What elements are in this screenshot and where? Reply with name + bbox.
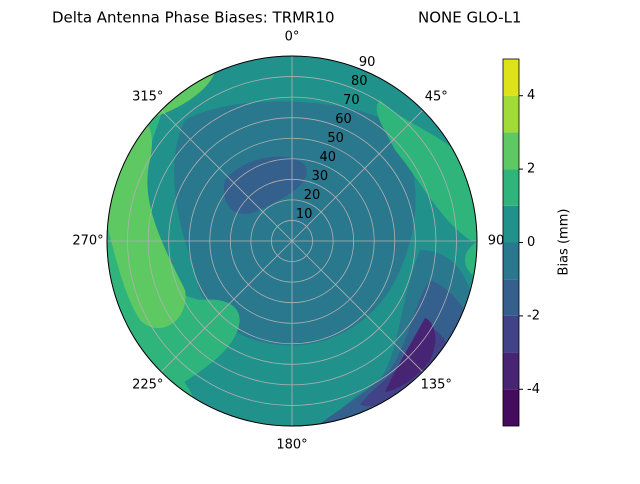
contour-region	[376, 100, 477, 242]
r-tick-label: 10	[296, 207, 313, 222]
theta-tick-label: 270°	[72, 234, 103, 249]
colorbar-tick-label: -2	[527, 308, 540, 323]
theta-tick-label: 90	[488, 234, 505, 249]
colorbar-label: Bias (mm)	[557, 209, 572, 276]
r-tick-label: 20	[304, 188, 321, 203]
contour-region	[174, 101, 416, 346]
colorbar-tick-label: 2	[527, 162, 535, 177]
theta-tick-label: 45°	[425, 89, 448, 104]
colorbar-band	[503, 242, 519, 280]
polar-frame	[106, 55, 478, 427]
theta-tick-label: 135°	[421, 378, 452, 393]
grid-spoke	[291, 109, 424, 242]
r-tick-label: 60	[335, 112, 352, 127]
r-tick-label: 90	[359, 55, 376, 70]
r-tick-label: 80	[351, 74, 368, 89]
colorbar-band	[503, 352, 519, 390]
chart-title: Delta Antenna Phase Biases: TRMR10	[52, 9, 335, 27]
theta-tick-label: 315°	[132, 89, 163, 104]
r-tick-label: 50	[327, 131, 344, 146]
colorbar-band	[503, 315, 519, 353]
r-tick-label: 40	[319, 150, 336, 165]
grid-spoke	[160, 240, 293, 373]
theta-tick-label: 180°	[276, 438, 307, 453]
theta-tick-label: 225°	[132, 378, 163, 393]
r-tick-label: 70	[343, 93, 360, 108]
grid-spoke	[291, 240, 424, 373]
colorbar-band	[503, 132, 519, 170]
theta-tick-label: 0°	[285, 30, 300, 45]
colorbar-band	[503, 169, 519, 206]
colorbar-band	[503, 95, 519, 133]
colorbar-band	[503, 205, 519, 243]
colorbar-band	[503, 279, 519, 316]
colorbar-band	[503, 59, 519, 96]
colorbar-tick-label: 4	[527, 88, 535, 103]
grid-spoke	[160, 109, 293, 242]
colorbar-tick-label: -4	[527, 382, 540, 397]
chart-title-right: NONE GLO-L1	[418, 9, 521, 27]
colorbar-tick-label: 0	[527, 235, 535, 250]
colorbar-band	[503, 389, 519, 426]
r-tick-label: 30	[312, 169, 329, 184]
